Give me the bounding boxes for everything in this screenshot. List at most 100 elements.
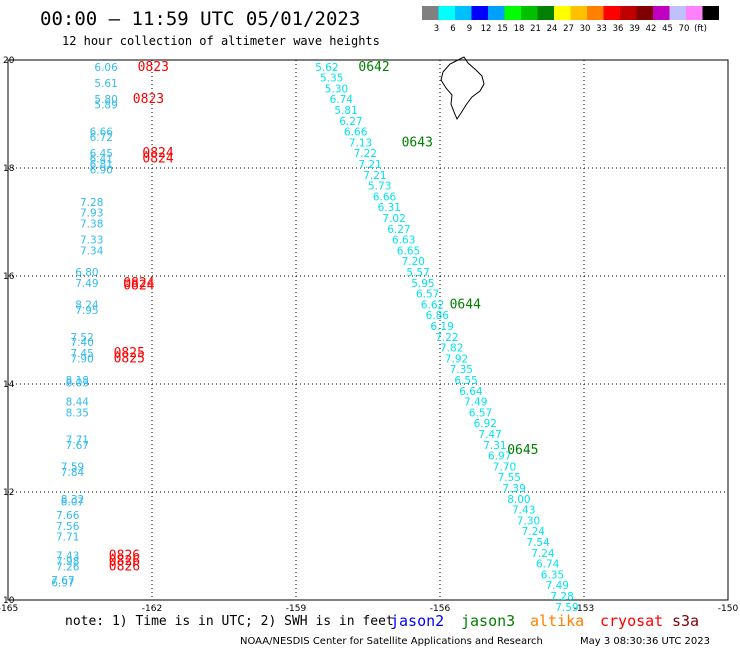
swh-value-label: 8.00	[507, 494, 530, 506]
swh-value-label: 6.06	[94, 62, 118, 74]
pass-time-label: 0642	[358, 60, 389, 75]
pass-time-label: 0826	[109, 549, 140, 564]
swh-value-label: 7.49	[75, 278, 98, 290]
colorbar-swatch	[455, 6, 472, 20]
colorbar-swatch	[603, 6, 620, 20]
swh-value-label: 7.71	[56, 532, 79, 544]
swh-value-label: 6.62	[421, 299, 444, 311]
swh-value-label: 7.24	[522, 526, 546, 538]
pass-time-label: 0825	[114, 351, 145, 366]
swh-value-label: 6.90	[90, 164, 113, 176]
colorbar-label: 33	[596, 24, 607, 34]
y-tick-label: 12	[3, 488, 14, 498]
swh-value-label: 7.49	[546, 580, 569, 592]
legend-cryosat: cryosat	[600, 612, 663, 630]
swh-value-label: 7.67	[66, 440, 89, 452]
satellite-legend: jason2 jason3 altika cryosat s3a	[390, 612, 699, 630]
pass-time-label: 0823	[133, 92, 164, 107]
y-tick-label: 10	[3, 596, 15, 606]
colorbar-label: 70	[679, 24, 690, 34]
swh-value-label: 6.74	[536, 559, 560, 571]
colorbar-swatch	[570, 6, 587, 20]
swh-value-label: 7.93	[80, 208, 103, 220]
swh-value-label: 7.59	[555, 602, 578, 614]
colorbar-label: 39	[629, 24, 640, 34]
swh-value-label: 6.92	[474, 418, 497, 430]
swh-value-label: 7.98	[56, 556, 79, 568]
swh-value-label: 7.95	[75, 305, 98, 317]
swh-value-label: 6.81	[90, 159, 113, 171]
swh-value-label: 8.35	[66, 407, 89, 419]
hawaii-coastline	[440, 56, 485, 121]
colorbar-legend: 3 6 9 12 15 18 21 24 27 30 33 36 39 42 45 70 (ft)	[422, 6, 719, 34]
swh-value-label: 5.62	[315, 62, 338, 74]
swh-value-label: 6.66	[344, 127, 368, 139]
x-tick-label: -165	[0, 604, 18, 614]
swh-value-label: 7.71	[66, 434, 89, 446]
swh-value-label: 6.97	[488, 451, 511, 463]
x-tick-label: -156	[430, 604, 451, 614]
colorbar-label: 6	[450, 24, 455, 34]
swh-value-label: 7.49	[464, 397, 487, 409]
swh-value-label: 7.47	[478, 429, 501, 441]
swh-value-label: 7.52	[70, 332, 93, 344]
colorbar-label: 12	[481, 24, 492, 34]
credit-text: NOAA/NESDIS Center for Satellite Applica…	[240, 636, 543, 647]
swh-value-label: 6.45	[90, 148, 113, 160]
swh-value-label: 5.89	[94, 100, 117, 112]
colorbar-swatch	[537, 6, 554, 20]
swh-value-label: 7.45	[70, 348, 93, 360]
colorbar-swatch	[636, 6, 653, 20]
colorbar-label: 30	[580, 24, 591, 34]
swh-value-label: 6.27	[387, 224, 410, 236]
swh-value-label: 7.26	[56, 561, 80, 573]
swh-value-label: 7.02	[382, 213, 405, 225]
colorbar-swatch	[686, 6, 703, 20]
plot-frame	[7, 59, 729, 601]
colorbar-swatch	[702, 6, 719, 20]
swh-value-label: 6.57	[469, 407, 492, 419]
swh-value-label: 7.21	[358, 159, 381, 171]
data-marks: 5.625.355.306.745.816.276.667.137.227.21…	[51, 60, 578, 614]
swh-value-label: 6.63	[392, 235, 415, 247]
swh-value-label: 6.31	[378, 202, 401, 214]
swh-value-label: 5.57	[406, 267, 429, 279]
swh-value-label: 5.73	[368, 181, 391, 193]
timestamp-text: May 3 08:30:36 UTC 2023	[580, 636, 710, 647]
x-tick-label: -150	[718, 604, 739, 614]
swh-value-label: 7.70	[493, 461, 516, 473]
swh-value-label: 6.57	[416, 289, 439, 301]
y-tick-label: 14	[3, 380, 15, 390]
colorbar-label: 21	[530, 24, 541, 34]
swh-value-label: 5.61	[94, 78, 117, 90]
colorbar-label: 27	[563, 24, 574, 34]
swh-value-label: 6.86	[426, 310, 450, 322]
axis-tick-labels: -165 -162 -159 -156 -153 -150 10 12 14 16 18 20	[0, 56, 738, 614]
swh-value-label: 7.84	[61, 467, 85, 479]
colorbar-label: (ft)	[694, 24, 707, 34]
swh-value-label: 6.27	[339, 116, 362, 128]
swh-value-label: 7.43	[56, 551, 79, 563]
swh-value-label: 7.31	[483, 440, 506, 452]
swh-value-label: 8.24	[75, 299, 99, 311]
swh-value-label: 7.28	[550, 591, 573, 603]
swh-value-label: 5.80	[94, 94, 117, 106]
x-tick-label: -159	[286, 604, 307, 614]
swh-value-label: 6.97	[51, 578, 74, 590]
swh-value-label: 8.44	[66, 397, 90, 409]
pass-time-label: 0824	[142, 146, 173, 161]
colorbar-swatch	[504, 6, 521, 20]
x-tick-label: -162	[142, 604, 162, 614]
colorbar-swatch	[422, 6, 439, 20]
swh-value-label: 8.32	[61, 494, 84, 506]
swh-value-label: 8.18	[66, 375, 89, 387]
swh-value-label: 6.64	[459, 386, 483, 398]
colorbar-swatch	[669, 6, 686, 20]
swh-value-label: 6.66	[373, 191, 397, 203]
swh-value-label: 7.24	[531, 548, 555, 560]
colorbar-label: 45	[662, 24, 673, 34]
pass-time-label: 0823	[138, 60, 169, 75]
swh-value-label: 6.55	[454, 375, 477, 387]
colorbar-label: 18	[514, 24, 525, 34]
